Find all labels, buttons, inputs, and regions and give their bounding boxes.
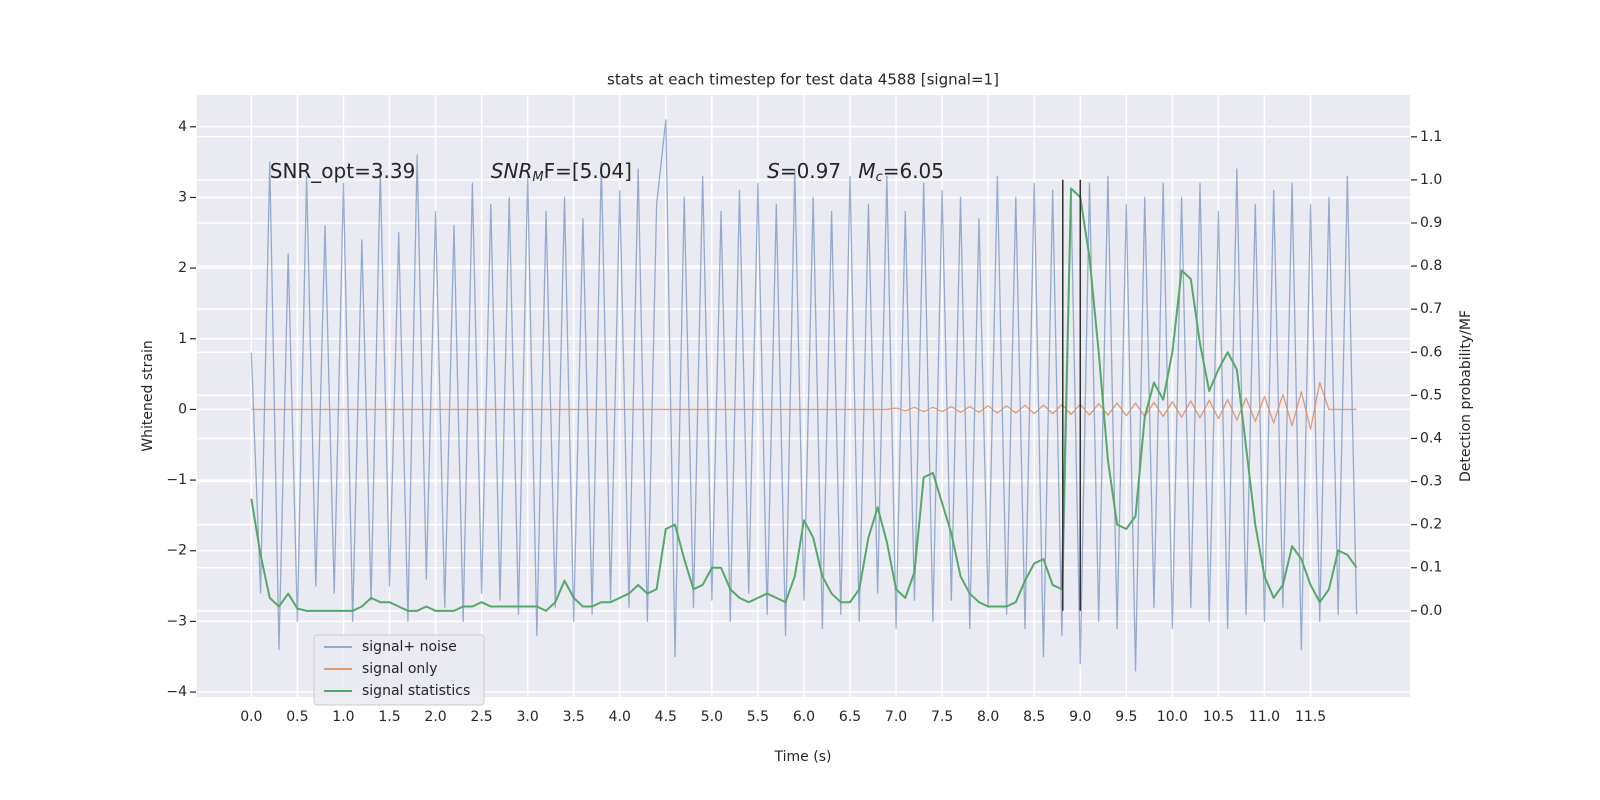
x-tick-label: 8.0 xyxy=(977,709,999,725)
x-tick-label: 1.5 xyxy=(378,709,400,725)
annotation: SNRMF=[5.04] xyxy=(491,159,632,185)
y2-tick-label: 0.8 xyxy=(1420,258,1442,274)
y2-tick-label: 1.0 xyxy=(1420,172,1442,188)
y-tick-label: 3 xyxy=(178,189,187,205)
x-axis-label: Time (s) xyxy=(774,749,832,765)
y2-tick-label: 0.9 xyxy=(1420,215,1442,231)
x-tick-label: 11.0 xyxy=(1249,709,1280,725)
y-axis-label: Whitened strain xyxy=(140,340,156,451)
series-line xyxy=(251,381,1357,430)
y2-tick-label: 0.1 xyxy=(1420,560,1442,576)
annotation-part: =6.05 xyxy=(883,159,944,183)
y2-tick-label: 0.7 xyxy=(1420,301,1442,317)
annotation-part: M xyxy=(858,159,875,183)
x-tick-label: 4.0 xyxy=(609,709,631,725)
x-tick-label: 3.0 xyxy=(517,709,539,725)
series-line xyxy=(250,119,1358,672)
series-line xyxy=(250,187,1358,612)
y-tick-label: 0 xyxy=(178,401,187,417)
y-tick-label: −1 xyxy=(166,472,187,488)
legend-box xyxy=(313,634,485,706)
annotation-part: SNR_opt=3.39 xyxy=(270,159,416,183)
x-tick-label: 5.5 xyxy=(747,709,769,725)
annotation-part: c xyxy=(876,170,883,185)
y-tick-label: 1 xyxy=(178,331,187,347)
y2-tick-label: 0.0 xyxy=(1420,603,1442,619)
x-tick-label: 4.5 xyxy=(655,709,677,725)
annotation: S=0.97 xyxy=(767,159,841,183)
annotation-part: SNR xyxy=(491,159,533,183)
chart-title: stats at each timestep for test data 458… xyxy=(607,71,999,89)
x-tick-label: 1.0 xyxy=(332,709,354,725)
annotation-part: F=[5.04] xyxy=(544,159,632,183)
x-tick-label: 9.5 xyxy=(1115,709,1137,725)
x-tick-label: 10.0 xyxy=(1157,709,1188,725)
y-tick-label: −3 xyxy=(166,613,187,629)
x-tick-label: 11.5 xyxy=(1295,709,1326,725)
y-tick-label: 2 xyxy=(178,260,187,276)
legend-label: signal statistics xyxy=(362,683,470,699)
legend-label: signal+ noise xyxy=(362,639,457,655)
x-tick-label: 9.0 xyxy=(1069,709,1091,725)
x-tick-label: 10.5 xyxy=(1203,709,1234,725)
y-tick-label: −4 xyxy=(166,684,187,700)
y-tick-label: −2 xyxy=(166,543,187,559)
x-tick-label: 7.0 xyxy=(885,709,907,725)
annotation: SNR_opt=3.39 xyxy=(270,159,416,183)
x-tick-label: 6.5 xyxy=(839,709,861,725)
annotation-part: S xyxy=(767,159,780,183)
y2-tick-label: 0.6 xyxy=(1420,344,1442,360)
x-tick-label: 2.5 xyxy=(470,709,492,725)
x-tick-label: 2.0 xyxy=(424,709,446,725)
y2-tick-label: 0.2 xyxy=(1420,517,1442,533)
x-tick-label: 0.0 xyxy=(240,709,262,725)
y2-tick-label: 0.5 xyxy=(1420,387,1442,403)
annotation-part: M xyxy=(532,170,543,185)
legend-label: signal only xyxy=(362,661,437,677)
x-tick-label: 3.5 xyxy=(563,709,585,725)
y-tick-label: 4 xyxy=(178,119,187,135)
y2-tick-label: 0.4 xyxy=(1420,430,1442,446)
annotation-part: =0.97 xyxy=(780,159,841,183)
annotation: Mc=6.05 xyxy=(858,159,944,185)
y2-axis-label: Detection probability/MF xyxy=(1458,310,1474,482)
x-tick-label: 7.5 xyxy=(931,709,953,725)
x-tick-label: 0.5 xyxy=(286,709,308,725)
x-tick-label: 6.0 xyxy=(793,709,815,725)
x-tick-label: 5.0 xyxy=(701,709,723,725)
y2-tick-label: 0.3 xyxy=(1420,474,1442,490)
x-tick-label: 8.5 xyxy=(1023,709,1045,725)
y2-tick-label: 1.1 xyxy=(1420,129,1442,145)
